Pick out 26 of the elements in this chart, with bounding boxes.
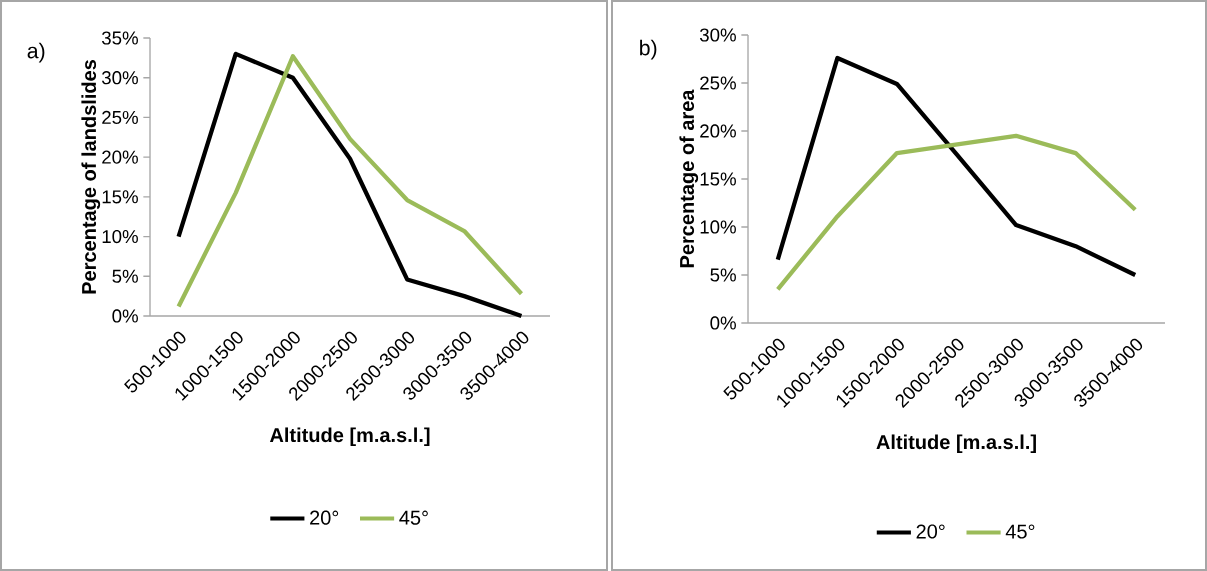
legend-label: 20° (310, 510, 339, 525)
y-tick-label: 30% (699, 28, 736, 42)
y-tick-label: 5% (112, 269, 138, 283)
y-tick-label: 35% (101, 31, 138, 45)
legend-label: 20° (916, 524, 945, 539)
y-axis-title: Percentage of landslides (81, 60, 101, 294)
y-tick-label: 10% (700, 220, 736, 234)
y-tick-label: 0% (710, 316, 736, 330)
x-axis-title: Altitude [m.a.s.l.] (876, 434, 1036, 454)
y-tick-label: 30% (101, 71, 138, 85)
y-tick-label: 20% (700, 124, 736, 138)
y-tick-label: 10% (102, 229, 138, 244)
y-tick-label: 0% (112, 309, 138, 323)
chart-title: a) (27, 42, 45, 63)
y-tick-label: 5% (710, 268, 736, 282)
line-series (775, 55, 1138, 278)
y-tick-label: 25% (700, 76, 736, 90)
y-tick-label: 15% (700, 172, 736, 186)
y-tick-label: 15% (102, 190, 138, 204)
y-tick-label: 20% (102, 150, 138, 164)
y-tick-label: 25% (102, 110, 138, 125)
y-axis-title: Percentage of area (679, 89, 699, 268)
chart-title: b) (640, 39, 657, 60)
x-axis-title: Altitude [m.a.s.l.] (269, 427, 430, 447)
legend-label: 45° (1005, 524, 1035, 539)
legend-label: 45° (399, 510, 428, 525)
